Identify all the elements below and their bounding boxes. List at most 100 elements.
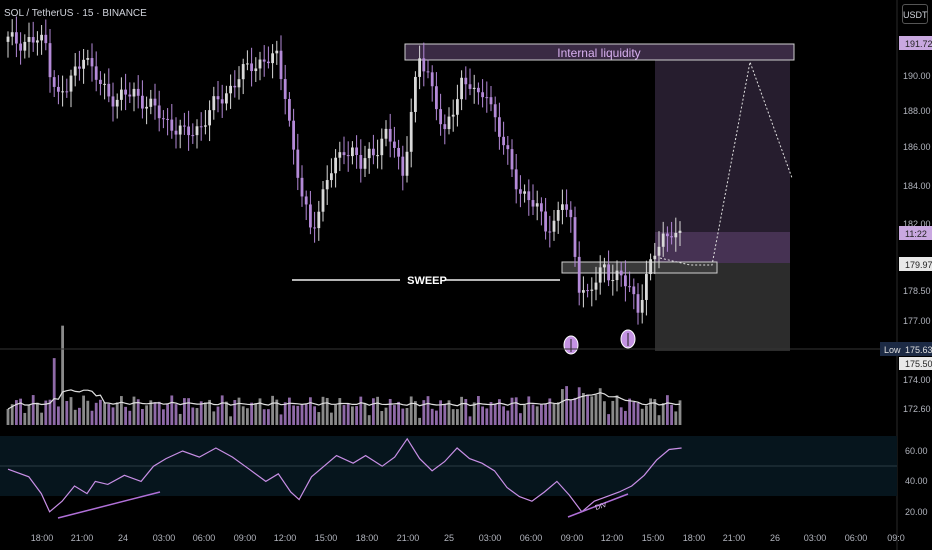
candle-body — [493, 104, 497, 118]
candle-body — [535, 203, 539, 207]
candle-body — [355, 147, 358, 156]
candle-body — [426, 71, 430, 73]
time-tick-label: 03:00 — [804, 533, 827, 543]
candle-body — [19, 43, 22, 51]
volume-bar — [153, 402, 157, 425]
currency-button[interactable]: USDT — [902, 4, 928, 24]
volume-bar — [636, 402, 640, 425]
volume-bar — [645, 405, 648, 425]
volume-bar — [31, 395, 35, 425]
candle-body — [456, 99, 459, 115]
candle-body — [300, 177, 304, 197]
volume-bar — [477, 396, 480, 425]
candle-body — [304, 196, 308, 205]
candle-body — [136, 88, 140, 96]
candle-body — [519, 189, 522, 194]
div-label: DIV — [594, 502, 608, 512]
volume-bar — [86, 400, 90, 425]
volume-bar — [409, 396, 413, 425]
candle-body — [330, 173, 333, 181]
candle-body — [615, 270, 619, 281]
volume-bar — [300, 404, 304, 425]
volume-bar — [640, 408, 644, 425]
candle-body — [443, 124, 447, 130]
candle-body — [36, 40, 39, 43]
volume-bar — [82, 395, 85, 425]
volume-bar — [283, 402, 287, 425]
volume-bar — [619, 407, 623, 425]
volume-bar — [426, 396, 430, 425]
candle-body — [346, 155, 350, 157]
candle-body — [40, 34, 43, 41]
candle-body — [401, 156, 405, 176]
candle-body — [317, 211, 321, 229]
candle-body — [548, 231, 552, 233]
candle-body — [166, 118, 169, 120]
candle-body — [178, 125, 182, 135]
volume-bar — [351, 406, 354, 425]
volume-bar — [607, 414, 610, 425]
volume-bar — [418, 417, 421, 425]
candle-body — [561, 204, 564, 210]
candle-body — [271, 53, 274, 64]
volume-bar — [94, 402, 98, 425]
volume-bar — [279, 414, 283, 425]
volume-bar — [435, 410, 438, 425]
svg-text:Low: Low — [884, 345, 901, 355]
candle-body — [27, 37, 31, 42]
volume-bar — [262, 409, 266, 425]
volume-bar — [220, 395, 224, 425]
candle-body — [439, 109, 442, 125]
sweep-zone-box — [561, 261, 718, 274]
time-tick-label: 09:00 — [561, 533, 584, 543]
volume-bar — [573, 397, 577, 425]
candle-body — [258, 59, 262, 69]
candle-body — [540, 203, 543, 212]
candle-body — [422, 58, 426, 72]
volume-bar — [582, 393, 585, 425]
volume-bar — [73, 409, 77, 425]
candle-body — [384, 128, 388, 139]
volume-bar — [170, 395, 174, 425]
candle-body — [502, 136, 505, 146]
volume-bar — [338, 398, 342, 425]
volume-bar — [124, 406, 127, 425]
volume-bar — [519, 413, 522, 425]
candle-body — [254, 68, 258, 72]
candle-body — [6, 36, 10, 42]
volume-bar — [510, 397, 514, 425]
volume-bar — [661, 403, 665, 425]
candle-body — [640, 299, 644, 313]
candle-body — [61, 91, 64, 93]
volume-bar — [258, 398, 262, 425]
price-tick-label: 182.00 — [903, 219, 931, 229]
candle-body — [233, 85, 237, 88]
time-tick-label: 21:00 — [71, 533, 94, 543]
time-tick-label: 06:00 — [193, 533, 216, 543]
candle-body — [69, 75, 73, 92]
volume-bar — [523, 405, 526, 425]
volume-bar — [611, 400, 615, 425]
candle-body — [430, 72, 434, 87]
candle-body — [649, 259, 652, 275]
volume-bar — [233, 400, 237, 425]
volume-bar — [363, 403, 367, 425]
time-tick-label: 26 — [770, 533, 780, 543]
candle-body — [372, 148, 375, 156]
candle-body — [611, 280, 615, 282]
volume-bar — [19, 398, 22, 425]
volume-bar — [99, 399, 102, 425]
volume-bar — [212, 411, 216, 425]
price-tick-label: 190.00 — [903, 71, 931, 81]
candle-body — [544, 211, 547, 232]
candle-body — [460, 77, 463, 100]
volume-bar — [561, 389, 564, 425]
volume-bar — [23, 412, 27, 425]
candle-body — [498, 117, 501, 137]
volume-bar — [275, 399, 279, 425]
candle-body — [170, 119, 174, 131]
volume-bar — [241, 406, 245, 425]
candle-body — [15, 32, 18, 44]
volume-bar — [447, 400, 451, 425]
